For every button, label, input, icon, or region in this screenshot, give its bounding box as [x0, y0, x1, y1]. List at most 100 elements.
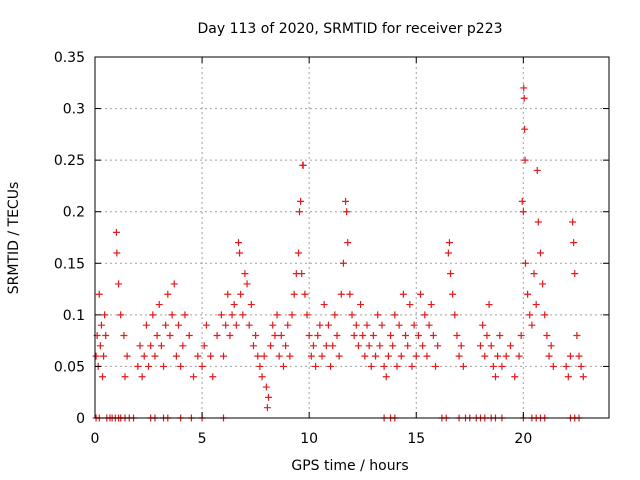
data-point: [98, 373, 106, 381]
data-point: [170, 280, 178, 288]
data-point: [298, 270, 306, 278]
data-point: [97, 321, 105, 329]
data-point: [333, 331, 341, 339]
data-point: [202, 321, 210, 329]
data-point: [232, 321, 240, 329]
data-point: [286, 352, 294, 360]
data-point: [228, 311, 236, 319]
data-point: [342, 197, 350, 205]
data-point: [245, 321, 253, 329]
data-point: [252, 331, 260, 339]
data-point: [177, 362, 185, 370]
data-point: [113, 249, 121, 257]
grid-lines: [95, 57, 609, 418]
data-point: [95, 290, 103, 298]
data-point: [521, 125, 529, 133]
data-point: [307, 352, 315, 360]
data-point: [160, 362, 168, 370]
data-point: [346, 290, 354, 298]
data-point: [312, 362, 320, 370]
data-point: [316, 321, 324, 329]
data-point: [209, 373, 217, 381]
data-point: [140, 352, 148, 360]
data-point: [369, 331, 377, 339]
data-point: [489, 362, 497, 370]
data-point: [249, 342, 257, 350]
data-point: [335, 352, 343, 360]
data-point: [198, 362, 206, 370]
data-point: [318, 352, 326, 360]
data-point: [101, 311, 109, 319]
data-point: [571, 270, 579, 278]
y-tick-label: 0.2: [63, 205, 85, 221]
data-point: [117, 311, 125, 319]
data-point: [534, 218, 542, 226]
data-point: [277, 331, 285, 339]
data-point: [269, 321, 277, 329]
data-point: [361, 352, 369, 360]
data-point: [511, 373, 519, 381]
data-point: [185, 331, 193, 339]
data-point: [262, 383, 270, 391]
data-point: [121, 373, 129, 381]
data-point: [263, 404, 271, 412]
data-point: [575, 352, 583, 360]
data-point: [419, 342, 427, 350]
data-point: [494, 352, 502, 360]
data-point: [521, 156, 529, 164]
data-point: [451, 311, 459, 319]
data-point: [365, 342, 373, 350]
data-point: [570, 239, 578, 247]
data-point: [299, 161, 307, 169]
data-point: [444, 249, 452, 257]
data-point: [181, 311, 189, 319]
data-point: [521, 259, 529, 267]
data-point: [350, 331, 358, 339]
data-point: [496, 331, 504, 339]
data-point: [279, 362, 287, 370]
data-point: [207, 352, 215, 360]
data-point: [153, 331, 161, 339]
data-point: [372, 352, 380, 360]
plot-frame: [94, 56, 610, 419]
data-point: [282, 342, 290, 350]
data-point: [343, 208, 351, 216]
data-point: [147, 342, 155, 350]
data-point: [417, 290, 425, 298]
data-point: [200, 342, 208, 350]
data-point: [391, 311, 399, 319]
data-point: [429, 331, 437, 339]
data-point: [408, 362, 416, 370]
data-point: [376, 342, 384, 350]
data-point: [337, 290, 345, 298]
data-point: [434, 342, 442, 350]
data-point: [536, 249, 544, 257]
data-point: [236, 249, 244, 257]
data-point: [498, 362, 506, 370]
y-tick-label: 0.05: [54, 359, 85, 375]
data-point: [397, 352, 405, 360]
data-points: [92, 84, 587, 422]
data-point: [222, 321, 230, 329]
data-point: [421, 311, 429, 319]
data-point: [224, 290, 232, 298]
data-point: [549, 362, 557, 370]
data-point: [425, 321, 433, 329]
data-point: [339, 259, 347, 267]
data-point: [247, 301, 255, 309]
data-point: [320, 301, 328, 309]
data-point: [562, 362, 570, 370]
data-point: [254, 352, 262, 360]
data-point: [526, 311, 534, 319]
x-tick-label: 15: [407, 431, 425, 447]
data-point: [166, 331, 174, 339]
y-tick-label: 0: [76, 411, 85, 427]
data-point: [399, 290, 407, 298]
data-point: [260, 352, 268, 360]
data-point: [569, 218, 577, 226]
data-point: [213, 331, 221, 339]
y-tick-label: 0.15: [54, 256, 85, 272]
data-point: [453, 331, 461, 339]
data-point: [115, 280, 123, 288]
data-point: [288, 311, 296, 319]
